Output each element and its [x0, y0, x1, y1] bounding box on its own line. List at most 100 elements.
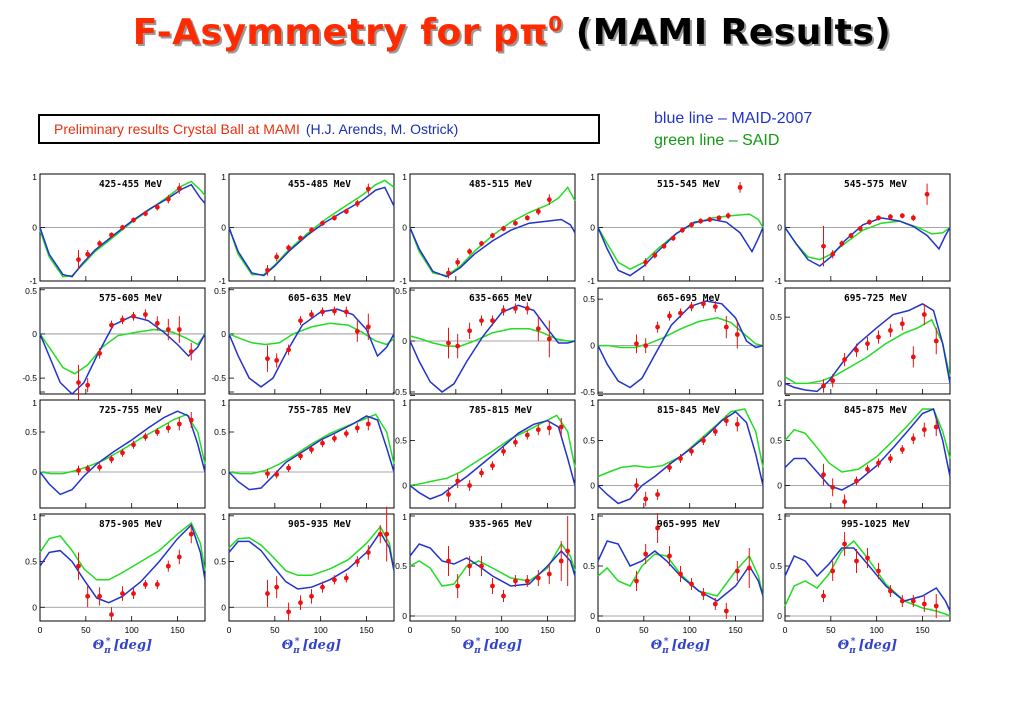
data-point	[143, 434, 148, 440]
said-curve	[784, 318, 951, 385]
y-tick-label: 1	[402, 512, 407, 522]
data-point	[707, 217, 713, 222]
data-point	[716, 215, 722, 221]
data-point	[888, 588, 893, 594]
data-point	[467, 249, 472, 254]
data-point	[479, 318, 484, 324]
data-point	[524, 215, 530, 221]
data-point	[670, 235, 676, 241]
said-curve	[597, 553, 764, 597]
data-point	[332, 308, 337, 314]
y-tick-label: -1	[399, 276, 407, 286]
y-tick-label: 1	[777, 398, 782, 408]
data-point	[513, 439, 518, 445]
data-point	[661, 243, 667, 249]
data-point	[109, 322, 114, 328]
data-point	[343, 575, 349, 581]
data-point	[876, 568, 881, 574]
y-tick-label: 0	[777, 611, 782, 621]
x-tick-label: 150	[728, 625, 742, 635]
y-tick-label: 0	[777, 223, 782, 233]
data-point	[678, 310, 683, 316]
panel-energy-label: 425-455 MeV	[99, 179, 162, 190]
y-tick-label: -0.5	[580, 387, 595, 397]
y-tick-label: 0	[402, 481, 407, 491]
data-point	[634, 578, 639, 584]
y-tick-label: 1	[590, 512, 595, 522]
data-point	[131, 313, 136, 319]
data-point	[888, 456, 893, 461]
panel-frame	[228, 513, 395, 622]
data-point	[899, 213, 905, 219]
panel-frame	[597, 287, 764, 395]
data-point	[120, 591, 125, 596]
maid-curve	[409, 218, 576, 278]
said-curve	[409, 542, 576, 587]
y-tick-label: 1	[777, 172, 782, 182]
panel-frame	[784, 399, 951, 509]
data-point	[854, 478, 859, 484]
data-point	[667, 465, 672, 470]
data-point	[332, 215, 337, 221]
y-tick-label: 0	[221, 223, 226, 233]
data-point	[865, 555, 870, 561]
y-tick-label: 0.5	[25, 427, 37, 437]
panel-9: 0.5 0 -0.5 665-695 MeV	[580, 287, 764, 397]
y-tick-label: 0	[590, 341, 595, 351]
data-point	[165, 563, 171, 569]
panel-frame	[228, 287, 395, 395]
x-tick-label: 50	[81, 625, 91, 635]
data-point	[830, 251, 836, 257]
data-point	[76, 563, 81, 569]
panel-5: 1 0 -1 545-575 MeV	[774, 172, 951, 286]
x-tick-label: 150	[359, 625, 373, 635]
maid-curve	[597, 540, 764, 602]
data-point	[265, 356, 270, 362]
data-point	[921, 601, 927, 607]
title-red-part: F-Asymmetry for p	[132, 12, 520, 53]
data-point	[698, 218, 704, 224]
panel-12: 1 0.5 0 755-785 MeV	[214, 391, 395, 509]
data-point	[667, 313, 672, 319]
data-point	[501, 308, 506, 313]
data-point	[343, 431, 349, 436]
data-point	[821, 472, 826, 478]
said-curve	[784, 220, 951, 261]
data-point	[76, 257, 81, 262]
y-tick-label: 0.5	[583, 436, 595, 446]
data-point	[85, 466, 91, 472]
data-point	[678, 456, 683, 461]
data-point	[320, 309, 325, 315]
y-tick-label: 0.5	[25, 557, 37, 567]
data-point	[689, 304, 694, 309]
y-tick-label: 0	[32, 223, 37, 233]
y-tick-label: 0	[221, 467, 226, 477]
data-point	[176, 327, 182, 332]
x-tick-label: 100	[683, 625, 697, 635]
y-tick-label: -1	[587, 276, 595, 286]
y-tick-label: 1	[402, 172, 407, 182]
panel-energy-label: 605-635 MeV	[288, 293, 351, 304]
said-curve	[39, 328, 206, 375]
data-point	[865, 466, 870, 472]
maid-curve	[409, 419, 576, 500]
y-tick-label: 0.5	[395, 561, 407, 571]
data-point	[723, 324, 729, 330]
y-tick-label: 0	[402, 336, 407, 346]
x-axis-title: Θπ* [deg]	[282, 637, 341, 656]
x-tick-label: 150	[540, 625, 554, 635]
data-point	[365, 550, 371, 555]
data-point	[97, 241, 102, 246]
data-point	[546, 571, 552, 577]
data-point	[876, 460, 881, 466]
data-point	[365, 186, 371, 192]
data-point	[535, 209, 541, 214]
data-point	[678, 571, 683, 577]
panel-energy-label: 935-965 MeV	[469, 519, 532, 530]
data-point	[643, 496, 649, 502]
legend-blue-line: blue line – MAID-2007	[654, 110, 813, 127]
y-tick-label: -1	[774, 276, 782, 286]
x-tick-label: 50	[639, 625, 649, 635]
page-title: F-Asymmetry for pπ0 (MAMI Results)	[0, 12, 1024, 53]
data-point	[513, 220, 518, 226]
